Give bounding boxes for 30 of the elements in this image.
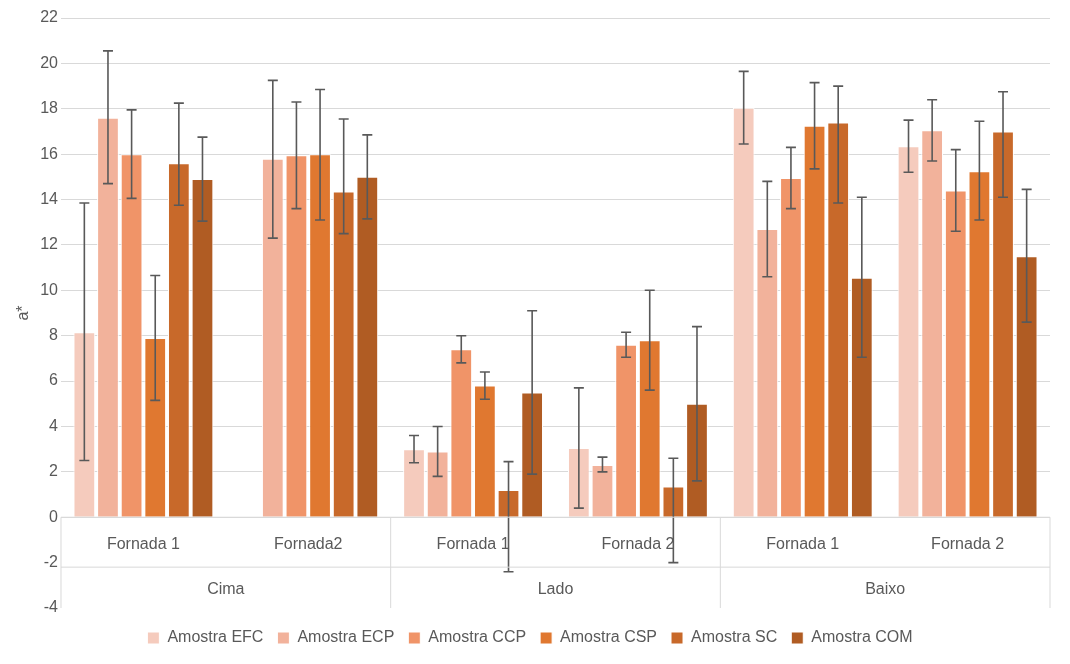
legend-label: Amostra CCP	[428, 628, 527, 646]
y-tick-label: 14	[40, 189, 59, 207]
x-tick-label: Fornada 1	[766, 534, 840, 552]
x-tick-label: Fornada 2	[601, 534, 675, 552]
y-tick-label: -2	[43, 553, 59, 571]
y-tick-label: 20	[40, 53, 59, 71]
x-tick-label: Fornada 1	[436, 534, 510, 552]
annotation: Baixo	[865, 579, 906, 597]
x-tick-label: Fornada2	[274, 534, 343, 552]
y-axis-title: a*	[14, 305, 32, 321]
y-tick-label: 8	[49, 326, 59, 344]
legend-label: Amostra ECP	[297, 628, 395, 646]
y-tick-label: 16	[40, 144, 59, 162]
legend-label: Amostra CSP	[560, 628, 658, 646]
y-tick-label: 6	[49, 371, 59, 389]
y-tick-label: 0	[49, 507, 59, 525]
annotation: Cima	[207, 579, 245, 597]
y-tick-label: 22	[40, 8, 59, 26]
annotation: Lado	[537, 579, 574, 597]
y-tick-label: 18	[40, 99, 59, 117]
y-tick-label: 12	[40, 235, 59, 253]
y-tick-label: 2	[49, 462, 59, 480]
y-tick-label: 4	[49, 416, 59, 434]
legend-label: Amostra EFC	[167, 628, 264, 646]
legend-label: Amostra SC	[691, 628, 778, 646]
legend-label: Amostra COM	[811, 628, 913, 646]
y-tick-label: -4	[43, 598, 59, 616]
x-tick-label: Fornada 2	[931, 534, 1005, 552]
y-tick-label: 10	[40, 280, 59, 298]
x-tick-label: Fornada 1	[106, 534, 180, 552]
